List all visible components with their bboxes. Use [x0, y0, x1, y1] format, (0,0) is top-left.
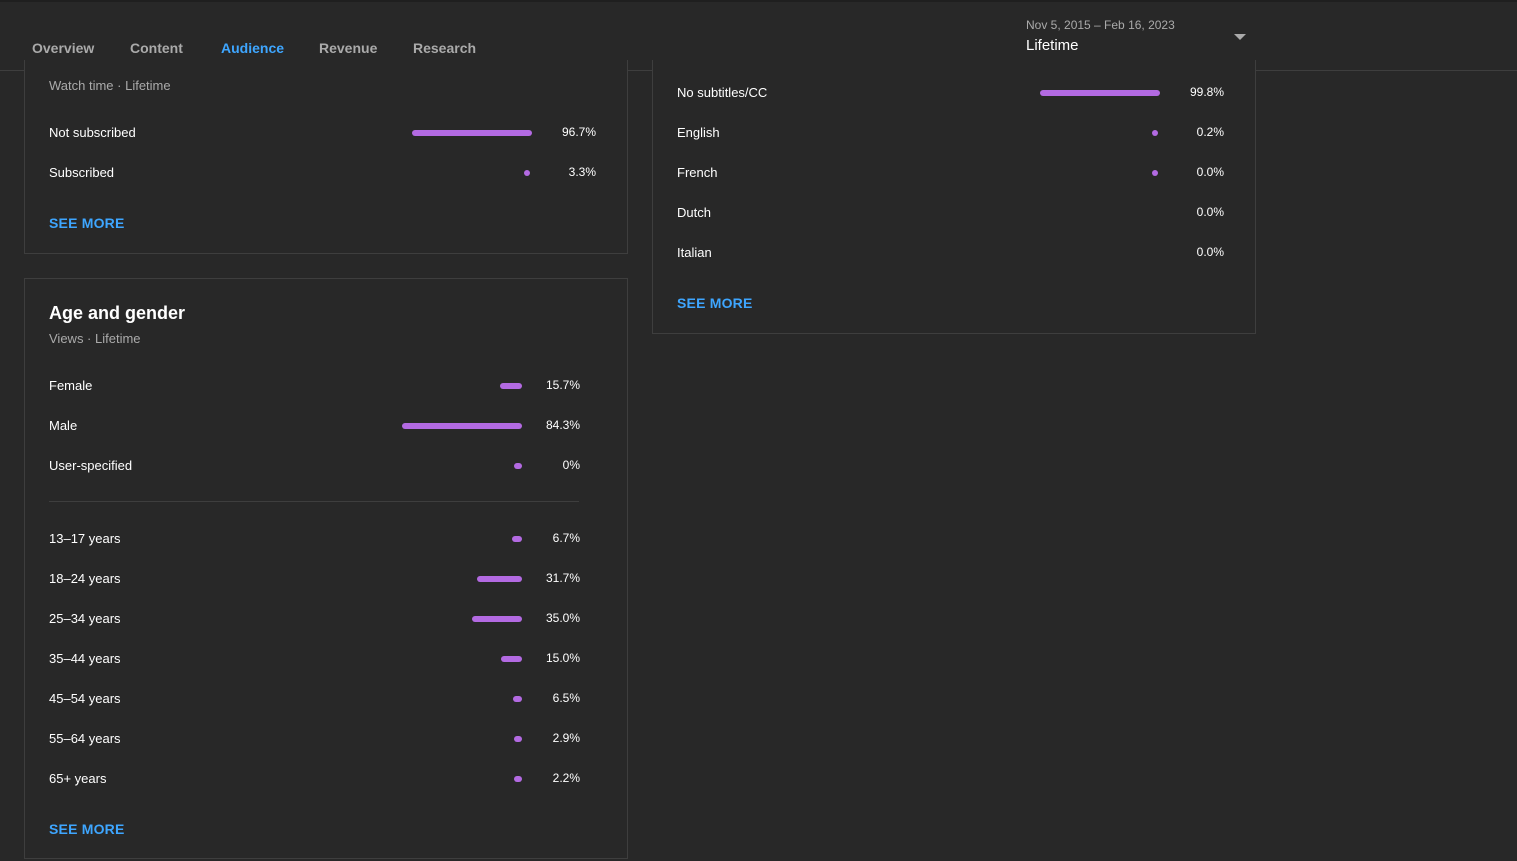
list-item: 65+ years 2.2%: [25, 769, 627, 789]
list-item: 25–34 years 35.0%: [25, 609, 627, 629]
percentage-bar: [513, 696, 522, 702]
row-percentage: 96.7%: [561, 125, 596, 139]
percentage-bar: [512, 536, 522, 542]
list-item: 55–64 years 2.9%: [25, 729, 627, 749]
list-item: 18–24 years 31.7%: [25, 569, 627, 589]
card-title: Age and gender: [49, 303, 186, 323]
list-item: French 0.0%: [653, 163, 1255, 183]
row-label: Female: [49, 378, 93, 393]
list-item: Subscribed 3.3%: [25, 163, 627, 183]
row-label: 35–44 years: [49, 651, 121, 666]
list-item: User-specified 0%: [25, 456, 627, 476]
row-label: User-specified: [49, 458, 133, 473]
row-percentage: 2.9%: [552, 731, 580, 745]
list-item: Not subscribed 96.7%: [25, 123, 627, 143]
row-label: Not subscribed: [49, 125, 136, 140]
list-item: 45–54 years 6.5%: [25, 689, 627, 709]
row-percentage: 2.2%: [552, 771, 580, 785]
dropdown-arrow-icon: [1234, 34, 1246, 40]
row-percentage: 0.2%: [1196, 125, 1224, 139]
card-subtitle: Watch time · Lifetime: [49, 78, 171, 93]
see-more-button[interactable]: SEE MORE: [49, 215, 125, 231]
row-label: Male: [49, 418, 78, 433]
tab-research[interactable]: Research: [413, 40, 477, 56]
date-range-selector[interactable]: Nov 5, 2015 – Feb 16, 2023 Lifetime: [1026, 17, 1248, 63]
percentage-bar: [1152, 170, 1158, 176]
row-label: 25–34 years: [49, 611, 121, 626]
row-label: Italian: [677, 245, 712, 260]
list-item: Male 84.3%: [25, 416, 627, 436]
row-percentage: 3.3%: [568, 165, 596, 179]
age-gender-card: Age and gender Views · Lifetime Female 1…: [24, 278, 628, 859]
row-percentage: 0.0%: [1196, 205, 1224, 219]
subtitles-card: No subtitles/CC 99.8% English 0.2% Frenc…: [652, 60, 1256, 334]
list-item: Female 15.7%: [25, 376, 627, 396]
row-percentage: 35.0%: [545, 611, 580, 625]
row-percentage: 31.7%: [545, 571, 580, 585]
list-item: Dutch 0.0%: [653, 203, 1255, 223]
percentage-bar: [514, 736, 522, 742]
row-label: 45–54 years: [49, 691, 121, 706]
section-divider: [49, 501, 579, 502]
date-range-text: Nov 5, 2015 – Feb 16, 2023: [1026, 18, 1175, 32]
row-label: No subtitles/CC: [677, 85, 768, 100]
list-item: 35–44 years 15.0%: [25, 649, 627, 669]
row-label: 65+ years: [49, 771, 107, 786]
row-percentage: 6.7%: [552, 531, 580, 545]
percentage-bar: [524, 170, 530, 176]
percentage-bar: [1152, 130, 1158, 136]
row-percentage: 15.7%: [545, 378, 580, 392]
row-label: Dutch: [677, 205, 711, 220]
row-label: 18–24 years: [49, 571, 121, 586]
card-subtitle: Views · Lifetime: [49, 331, 141, 346]
percentage-bar: [514, 463, 522, 469]
tab-audience[interactable]: Audience: [221, 40, 285, 56]
row-label: English: [677, 125, 720, 140]
percentage-bar: [501, 656, 522, 662]
row-percentage: 15.0%: [545, 651, 580, 665]
see-more-button[interactable]: SEE MORE: [49, 821, 125, 837]
list-item: No subtitles/CC 99.8%: [653, 83, 1255, 103]
percentage-bar: [1040, 90, 1160, 96]
analytics-header: Overview Content Audience Revenue Resear…: [0, 0, 1517, 71]
row-percentage: 84.3%: [545, 418, 580, 432]
subscription-status-card: Watch time · Lifetime Not subscribed 96.…: [24, 60, 628, 254]
tab-content[interactable]: Content: [130, 40, 183, 56]
row-percentage: 0%: [562, 458, 580, 472]
percentage-bar: [514, 776, 522, 782]
percentage-bar: [472, 616, 522, 622]
row-percentage: 0.0%: [1196, 165, 1224, 179]
see-more-button[interactable]: SEE MORE: [677, 295, 753, 311]
row-label: 55–64 years: [49, 731, 121, 746]
list-item: English 0.2%: [653, 123, 1255, 143]
row-label: French: [677, 165, 718, 180]
row-percentage: 0.0%: [1196, 245, 1224, 259]
list-item: Italian 0.0%: [653, 243, 1255, 263]
date-range-label: Lifetime: [1026, 37, 1079, 54]
row-percentage: 6.5%: [552, 691, 580, 705]
row-label: Subscribed: [49, 165, 115, 180]
row-label: 13–17 years: [49, 531, 121, 546]
row-percentage: 99.8%: [1189, 85, 1224, 99]
percentage-bar: [477, 576, 522, 582]
percentage-bar: [412, 130, 532, 136]
percentage-bar: [402, 423, 522, 429]
tab-overview[interactable]: Overview: [32, 40, 95, 56]
tab-revenue[interactable]: Revenue: [319, 40, 378, 56]
percentage-bar: [500, 383, 522, 389]
list-item: 13–17 years 6.7%: [25, 529, 627, 549]
